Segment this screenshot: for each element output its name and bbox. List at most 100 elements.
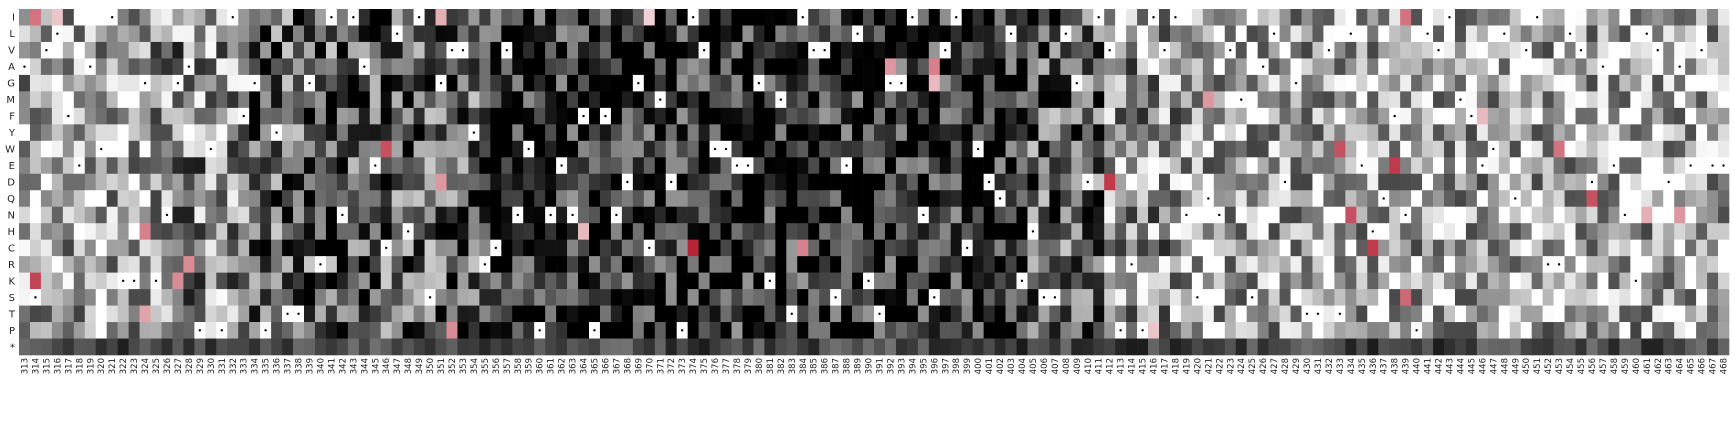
heatmap-cell xyxy=(1520,256,1532,273)
heatmap-cell xyxy=(1016,338,1028,356)
heatmap-cell xyxy=(1093,58,1105,76)
heatmap-cell xyxy=(194,206,206,224)
heatmap-cell xyxy=(1038,322,1050,339)
heatmap-cell xyxy=(1169,41,1182,59)
heatmap-cell xyxy=(1444,124,1456,142)
heatmap-cell xyxy=(1509,338,1522,356)
heatmap-cell xyxy=(117,41,129,59)
heatmap-cell xyxy=(698,190,710,208)
heatmap-cell xyxy=(73,289,86,306)
heatmap-cell xyxy=(1235,338,1247,356)
heatmap-cell xyxy=(1268,322,1280,339)
heatmap-cell xyxy=(1169,223,1182,240)
heatmap-cell xyxy=(161,239,173,257)
heatmap-cell xyxy=(216,9,228,26)
heatmap-cell xyxy=(84,272,97,290)
heatmap-cell xyxy=(939,124,952,142)
heatmap-cell xyxy=(1619,272,1631,290)
heatmap-cell xyxy=(599,190,612,208)
heatmap-cell xyxy=(1246,140,1258,158)
heatmap-cell xyxy=(928,91,941,109)
heatmap-cell xyxy=(501,305,513,323)
heatmap-cell xyxy=(1476,223,1489,240)
heatmap-cell xyxy=(106,206,118,224)
heatmap-cell xyxy=(841,190,853,208)
heatmap-cell xyxy=(314,58,327,76)
heatmap-cell xyxy=(1707,305,1719,323)
heatmap-cell xyxy=(336,107,349,125)
heatmap-cell xyxy=(172,190,184,208)
heatmap-cell xyxy=(380,157,392,175)
heatmap-cell xyxy=(1202,41,1215,59)
heatmap-cell xyxy=(906,206,919,224)
heatmap-cell xyxy=(709,256,721,273)
heatmap-cell xyxy=(841,74,853,92)
heatmap-cell xyxy=(764,25,776,43)
heatmap-cell xyxy=(1159,124,1171,142)
heatmap-cell xyxy=(1049,140,1061,158)
heatmap-cell xyxy=(687,338,699,356)
heatmap-cell xyxy=(1444,272,1456,290)
heatmap-cell xyxy=(1060,272,1072,290)
heatmap-cell xyxy=(654,190,667,208)
heatmap-cell xyxy=(29,338,42,356)
heatmap-cell xyxy=(1224,190,1237,208)
heatmap-cell xyxy=(797,322,809,339)
heatmap-cell xyxy=(1323,58,1335,76)
heatmap-cell xyxy=(621,289,634,306)
heatmap-cell xyxy=(1345,58,1357,76)
heatmap-cell xyxy=(797,239,809,257)
heatmap-cell xyxy=(1016,256,1028,273)
heatmap-cell xyxy=(117,289,129,306)
heatmap-cell xyxy=(841,223,853,240)
heatmap-cell xyxy=(742,91,754,109)
heatmap-cell xyxy=(227,140,239,158)
heatmap-cell xyxy=(347,107,360,125)
heatmap-cell xyxy=(884,58,897,76)
heatmap-cell xyxy=(380,41,392,59)
heatmap-cell xyxy=(1115,140,1127,158)
heatmap-cell xyxy=(1312,322,1324,339)
column-label: 317 xyxy=(64,358,74,374)
heatmap-cell xyxy=(1213,58,1226,76)
heatmap-cell xyxy=(1696,107,1708,125)
heatmap-cell xyxy=(501,74,513,92)
heatmap-cell xyxy=(1630,74,1642,92)
heatmap-cell xyxy=(314,289,327,306)
column-label: 450 xyxy=(1522,358,1532,374)
heatmap-cell xyxy=(764,91,776,109)
heatmap-cell xyxy=(1202,124,1215,142)
heatmap-cell xyxy=(402,124,414,142)
heatmap-cell xyxy=(687,223,699,240)
heatmap-cell xyxy=(676,41,688,59)
heatmap-cell xyxy=(556,338,568,356)
heatmap-cell xyxy=(1389,91,1401,109)
heatmap-cell xyxy=(40,190,53,208)
heatmap-cell xyxy=(490,322,502,339)
heatmap-cell xyxy=(665,107,677,125)
heatmap-cell xyxy=(51,9,64,26)
heatmap-cell xyxy=(271,91,283,109)
heatmap-cell xyxy=(1378,173,1390,191)
heatmap-cell xyxy=(819,124,831,142)
wild-type-dot xyxy=(1141,329,1144,332)
heatmap-cell xyxy=(632,58,645,76)
heatmap-cell xyxy=(578,239,590,257)
heatmap-cell xyxy=(1049,206,1061,224)
heatmap-cell xyxy=(1630,173,1642,191)
heatmap-cell xyxy=(1334,58,1346,76)
heatmap-cell xyxy=(567,157,579,175)
heatmap-cell xyxy=(1389,289,1401,306)
wild-type-dot xyxy=(1360,164,1363,167)
heatmap-cell xyxy=(906,272,919,290)
heatmap-cell xyxy=(961,58,973,76)
wild-type-dot xyxy=(779,98,783,101)
heatmap-cell xyxy=(556,124,568,142)
heatmap-cell xyxy=(523,91,535,109)
heatmap-cell xyxy=(1279,157,1291,175)
heatmap-cell xyxy=(139,173,151,191)
heatmap-cell xyxy=(863,124,875,142)
heatmap-cell xyxy=(1071,58,1083,76)
wild-type-dot xyxy=(1272,32,1276,35)
heatmap-cell xyxy=(852,58,864,76)
